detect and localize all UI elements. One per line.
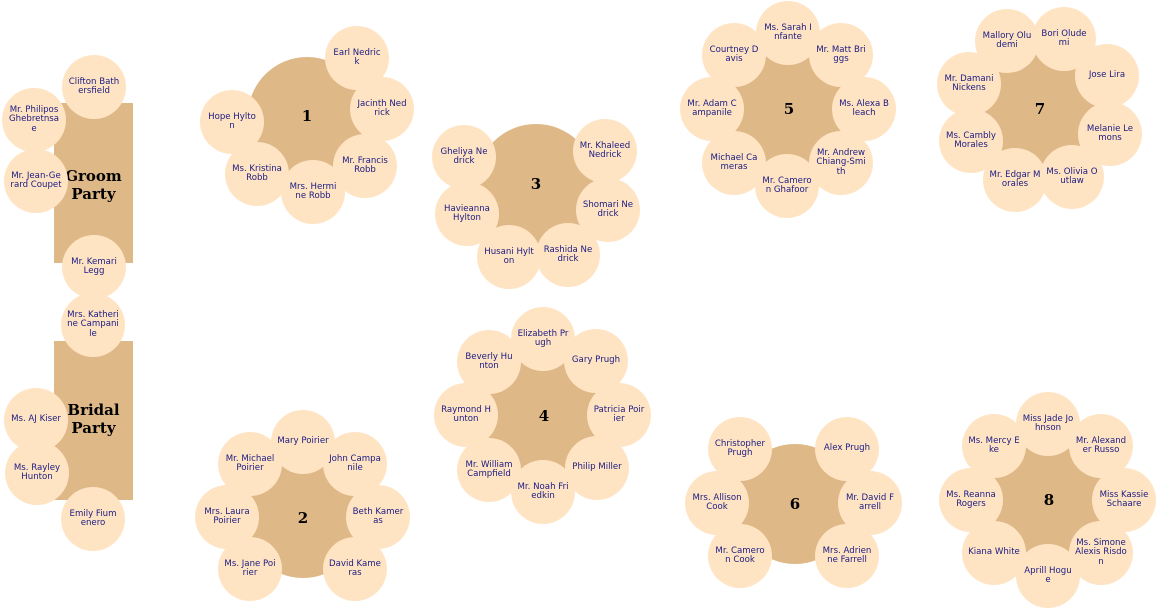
seat: Beverly Hunton xyxy=(457,330,521,394)
seat: Mr. Jean-Gerard Coupet xyxy=(4,149,68,213)
table-number: 3 xyxy=(530,175,542,193)
seat: Philip Miller xyxy=(565,436,629,500)
seat: Gary Prugh xyxy=(564,329,628,393)
seat: Mr. Francis Robb xyxy=(333,134,397,198)
table-number: 2 xyxy=(297,509,309,527)
seat: Mallory Oludemi xyxy=(975,9,1039,73)
seat: Jose Lira xyxy=(1075,44,1139,108)
seat: Mr. Cameron Ghafoor xyxy=(755,154,819,218)
seat: Shomari Nedrick xyxy=(576,178,640,242)
seat: Raymond Hunton xyxy=(434,383,498,447)
seat: Mr. Adam Campanile xyxy=(680,77,744,141)
seat: Ms. Mercy Eke xyxy=(962,414,1026,478)
seat: Mr. Alexander Russo xyxy=(1069,414,1133,478)
seat: Gheliya Nedrick xyxy=(432,125,496,189)
seat: Mr. Khaleed Nedrick xyxy=(573,119,637,183)
seat: Clifton Bathersfield xyxy=(62,55,126,119)
seat: Mr. William Campfield xyxy=(457,438,521,502)
table-number: 5 xyxy=(783,100,795,118)
seat: Ms. Alexa Bleach xyxy=(832,77,896,141)
seat: Mr. Noah Friedkin xyxy=(511,460,575,524)
seat: Christopher Prugh xyxy=(708,417,772,481)
seat: Mr. Andrew Chiang-Smith xyxy=(809,131,873,195)
seat: Ms. Reanna Rogers xyxy=(939,468,1003,532)
seat: Mrs. Adrienne Farrell xyxy=(815,524,879,588)
seat: Rashida Nedrick xyxy=(536,223,600,287)
seat: Ms. Rayley Hunton xyxy=(5,441,69,505)
seat: Ms. Olivia Outlaw xyxy=(1040,145,1104,209)
seat: Aprill Hogue xyxy=(1016,544,1080,608)
seat: Havieanna Hylton xyxy=(435,182,499,246)
seat: Mrs. Laura Poirier xyxy=(195,485,259,549)
seat: Emily Fiumenero xyxy=(61,487,125,551)
groom-party-title: Groom Party xyxy=(65,167,122,203)
seat: Mr. Michael Poirier xyxy=(218,432,282,496)
seat: Mr. Kemari Legg xyxy=(62,235,126,299)
seat: Mrs. Katherine Campanile xyxy=(61,293,125,357)
bridal-party-title: Bridal Party xyxy=(67,401,120,437)
seat: Mrs. Allison Cook xyxy=(685,471,749,535)
seat: Michael Cameras xyxy=(702,131,766,195)
table-number: 1 xyxy=(301,107,313,125)
seat: Jacinth Nedrick xyxy=(350,77,414,141)
seat: Beth Kameras xyxy=(346,485,410,549)
seat: Mrs. Hermine Robb xyxy=(281,160,345,224)
table-number: 4 xyxy=(538,407,550,425)
seat: David Kameras xyxy=(323,537,387,601)
seat: Ms. Cambly Morales xyxy=(939,109,1003,173)
table-number: 7 xyxy=(1034,100,1046,118)
seat: Hope Hylton xyxy=(200,90,264,154)
seat: Miss Kassie Schaare xyxy=(1092,468,1156,532)
seat: Alex Prugh xyxy=(815,417,879,481)
seat: Earl Nedrick xyxy=(325,26,389,90)
seat: Courtney Davis xyxy=(702,23,766,87)
seat: Mr. Philipos Ghebretnsae xyxy=(2,88,66,152)
table-number: 8 xyxy=(1043,491,1055,509)
seat: Mr. Matt Briggs xyxy=(809,23,873,87)
table-number: 6 xyxy=(789,495,801,513)
